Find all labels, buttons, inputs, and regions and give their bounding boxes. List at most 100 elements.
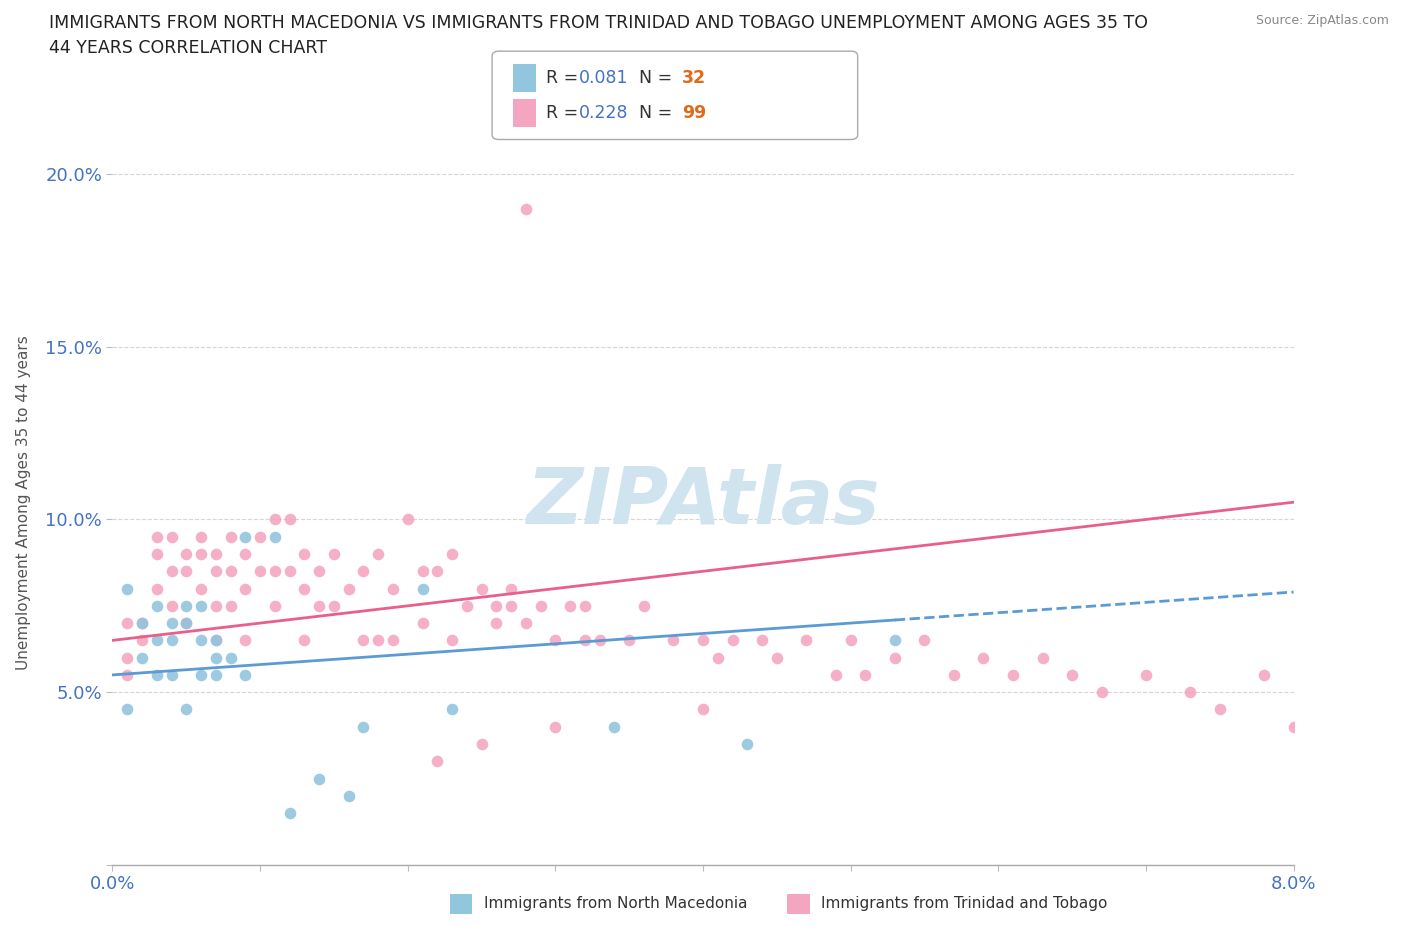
Point <box>737 737 759 751</box>
Point <box>382 633 405 648</box>
Point <box>352 633 374 648</box>
Point <box>765 650 787 665</box>
Point <box>264 598 287 613</box>
Point <box>1032 650 1054 665</box>
Point <box>367 633 389 648</box>
Point <box>117 702 138 717</box>
Point <box>662 633 685 648</box>
Point <box>352 564 374 578</box>
Text: R =: R = <box>546 69 583 86</box>
Point <box>1282 719 1305 734</box>
Point <box>219 598 242 613</box>
Point <box>1253 668 1275 683</box>
Point <box>501 598 523 613</box>
Point <box>205 633 228 648</box>
Point <box>190 529 212 544</box>
Point <box>426 754 449 769</box>
Point <box>692 633 714 648</box>
Text: N =: N = <box>628 104 678 122</box>
Point <box>751 633 773 648</box>
Point <box>426 564 449 578</box>
Point <box>131 633 153 648</box>
Point <box>174 547 197 562</box>
Point <box>249 529 271 544</box>
Point <box>308 598 330 613</box>
Point <box>323 547 346 562</box>
Point <box>560 598 582 613</box>
Point <box>292 581 315 596</box>
Point <box>205 564 228 578</box>
Text: 32: 32 <box>682 69 706 86</box>
Point <box>1178 684 1201 699</box>
Point <box>884 650 907 665</box>
Point <box>264 564 287 578</box>
Point <box>942 668 965 683</box>
Point <box>117 668 138 683</box>
Point <box>914 633 936 648</box>
Point <box>146 598 169 613</box>
Point <box>117 616 138 631</box>
Point <box>174 564 197 578</box>
Point <box>190 581 212 596</box>
Point <box>174 702 197 717</box>
Point <box>205 668 228 683</box>
Point <box>278 564 301 578</box>
Point <box>233 668 256 683</box>
Point <box>588 633 610 648</box>
Point <box>146 529 169 544</box>
Point <box>633 598 655 613</box>
Point <box>1062 668 1084 683</box>
Point <box>485 598 508 613</box>
Point <box>544 633 567 648</box>
Point <box>441 633 464 648</box>
Point <box>721 633 744 648</box>
Point <box>619 633 641 648</box>
Point <box>264 512 287 527</box>
Point <box>884 633 907 648</box>
Point <box>337 789 360 804</box>
Point <box>190 668 212 683</box>
Point <box>824 668 846 683</box>
Point <box>1208 702 1232 717</box>
Text: 99: 99 <box>682 104 706 122</box>
Point <box>205 598 228 613</box>
Point <box>412 581 434 596</box>
Point <box>692 702 714 717</box>
Point <box>352 719 374 734</box>
Point <box>292 547 315 562</box>
Point <box>160 564 183 578</box>
Point <box>501 581 523 596</box>
Point <box>574 633 596 648</box>
Text: ZIPAtlas: ZIPAtlas <box>526 464 880 540</box>
Point <box>574 598 596 613</box>
Text: Immigrants from North Macedonia: Immigrants from North Macedonia <box>484 897 747 911</box>
Point <box>515 616 537 631</box>
Point <box>146 668 169 683</box>
Point <box>190 547 212 562</box>
Point <box>233 547 256 562</box>
Y-axis label: Unemployment Among Ages 35 to 44 years: Unemployment Among Ages 35 to 44 years <box>17 335 31 670</box>
Point <box>160 529 183 544</box>
Point <box>292 633 315 648</box>
Text: 0.228: 0.228 <box>579 104 628 122</box>
Point <box>1135 668 1157 683</box>
Point <box>131 616 153 631</box>
Point <box>219 529 242 544</box>
Point <box>441 702 464 717</box>
Point <box>1355 737 1378 751</box>
Point <box>1001 668 1024 683</box>
Point <box>1091 684 1114 699</box>
Point <box>839 633 862 648</box>
Point <box>278 512 301 527</box>
Text: 44 YEARS CORRELATION CHART: 44 YEARS CORRELATION CHART <box>49 39 328 57</box>
Text: IMMIGRANTS FROM NORTH MACEDONIA VS IMMIGRANTS FROM TRINIDAD AND TOBAGO UNEMPLOYM: IMMIGRANTS FROM NORTH MACEDONIA VS IMMIG… <box>49 14 1149 32</box>
Point <box>529 598 551 613</box>
Point <box>117 650 138 665</box>
Point <box>174 616 197 631</box>
Point <box>441 547 464 562</box>
Point <box>205 650 228 665</box>
Point <box>412 564 434 578</box>
Point <box>219 564 242 578</box>
Point <box>131 650 153 665</box>
Point <box>205 633 228 648</box>
